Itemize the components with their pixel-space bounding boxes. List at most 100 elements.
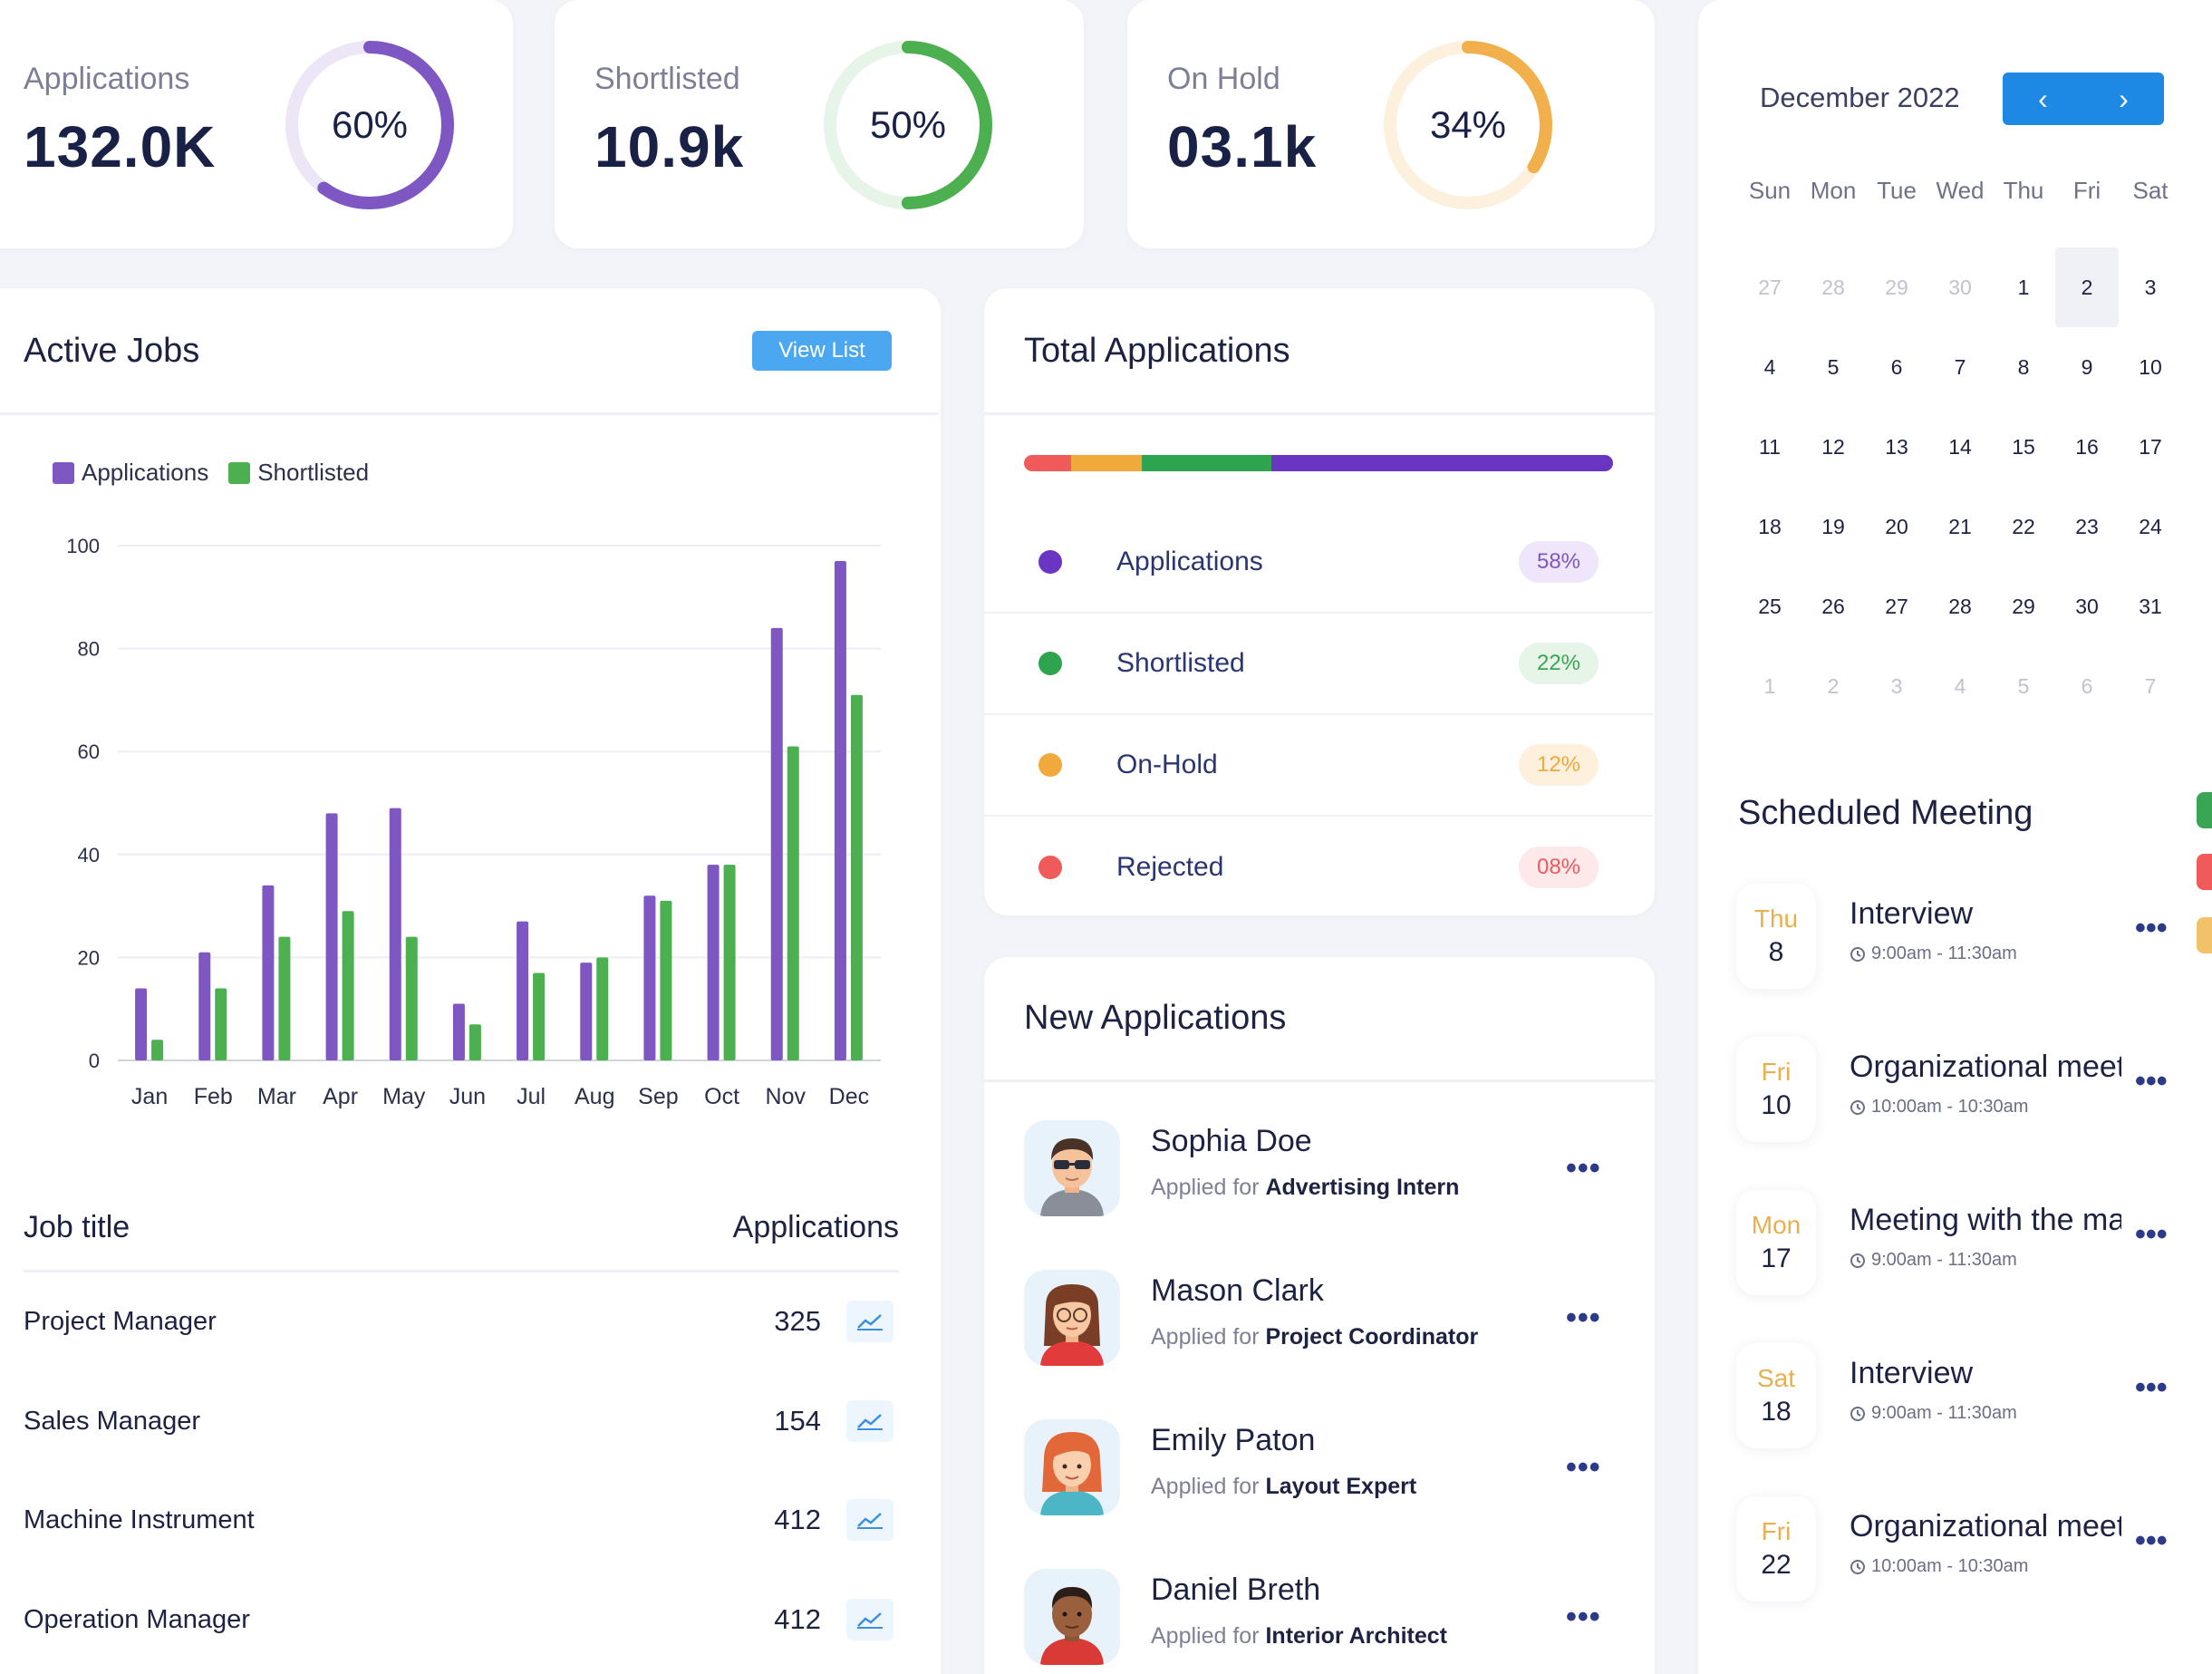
calendar-day[interactable]: 23 xyxy=(2075,514,2099,538)
calendar-day[interactable]: 8 xyxy=(2017,354,2030,379)
more-options-icon[interactable]: ••• xyxy=(2135,1524,2168,1558)
chevron-left-icon[interactable]: ‹ xyxy=(2038,82,2048,115)
calendar-day[interactable]: 29 xyxy=(2012,594,2035,618)
calendar-day[interactable]: 1 xyxy=(1763,673,1776,698)
applicant-name: Sophia Doe xyxy=(1151,1124,1312,1158)
meeting-date-badge: Sat 18 xyxy=(1736,1343,1816,1448)
calendar-day[interactable]: 30 xyxy=(2075,594,2099,618)
more-options-icon[interactable]: ••• xyxy=(1566,1600,1601,1634)
calendar-day[interactable]: 4 xyxy=(1763,354,1776,379)
view-list-button[interactable]: View List xyxy=(752,331,892,371)
calendar-day[interactable]: 18 xyxy=(1758,514,1782,538)
calendar-day[interactable]: 21 xyxy=(1948,514,1972,538)
list-item[interactable]: Applications 58% xyxy=(984,512,1653,614)
table-row[interactable]: Machine Instrument 412 xyxy=(24,1493,893,1547)
calendar-day[interactable]: 26 xyxy=(1821,594,1845,618)
calendar-day[interactable]: 14 xyxy=(1948,434,1972,459)
applicant-item[interactable]: Sophia Doe Applied for Advertising Inter… xyxy=(1024,1120,1613,1238)
bar-shortlisted xyxy=(787,746,799,1060)
calendar-day[interactable]: 28 xyxy=(1821,275,1845,299)
side-tab-red[interactable] xyxy=(2197,854,2212,890)
calendar-day[interactable]: 4 xyxy=(1954,673,1966,698)
calendar-day[interactable]: 19 xyxy=(1821,514,1845,538)
calendar-day[interactable]: 27 xyxy=(1885,594,1908,618)
meeting-item[interactable]: Thu 8 Interview 9:00am - 11:30am ••• xyxy=(1736,884,2189,992)
list-item[interactable]: Shortlisted 22% xyxy=(984,614,1653,715)
table-row[interactable]: Operation Manager 412 xyxy=(24,1592,893,1647)
calendar-day[interactable]: 29 xyxy=(1885,275,1908,299)
calendar-day[interactable]: 25 xyxy=(1758,594,1782,618)
calendar-day[interactable]: 6 xyxy=(1890,354,1903,379)
stat-card-shortlisted: Shortlisted 10.9k 50% xyxy=(555,0,1084,248)
calendar-day[interactable]: 1 xyxy=(2017,275,2030,299)
list-item[interactable]: On-Hold 12% xyxy=(984,715,1653,817)
applicant-item[interactable]: Emily Paton Applied for Layout Expert ••… xyxy=(1024,1419,1613,1537)
weekday-header: Sun xyxy=(1748,176,1792,204)
active-jobs-title: Active Jobs xyxy=(24,332,200,370)
meeting-item[interactable]: Fri 10 Organizational meeting 10:00am - 10:… xyxy=(1736,1037,2189,1146)
calendar-day[interactable]: 11 xyxy=(1759,434,1781,459)
side-tab-yellow[interactable] xyxy=(2197,917,2212,953)
meeting-item[interactable]: Fri 22 Organizational meeting 10:00am - 10:… xyxy=(1736,1496,2189,1605)
side-tab-green[interactable] xyxy=(2197,792,2212,828)
more-options-icon[interactable]: ••• xyxy=(1566,1450,1601,1485)
trend-chart-icon[interactable] xyxy=(846,1599,893,1640)
more-options-icon[interactable]: ••• xyxy=(1566,1301,1601,1335)
calendar-day[interactable]: 20 xyxy=(1885,514,1908,538)
calendar-day[interactable]: 24 xyxy=(2139,514,2162,538)
table-row[interactable]: Project Manager 325 xyxy=(24,1294,893,1349)
meeting-title: Meeting with the manager xyxy=(1850,1203,2121,1237)
calendar-day[interactable]: 3 xyxy=(2144,275,2157,299)
calendar-day[interactable]: 9 xyxy=(2081,354,2093,379)
calendar-day-selected[interactable]: 2 xyxy=(2055,247,2119,327)
calendar-day[interactable]: 13 xyxy=(1885,434,1908,459)
calendar-day[interactable]: 15 xyxy=(2012,434,2035,459)
progress-percent: 60% xyxy=(331,103,409,146)
table-row[interactable]: Sales Manager 154 xyxy=(24,1394,893,1448)
more-options-icon[interactable]: ••• xyxy=(1566,1151,1601,1185)
applicant-item[interactable]: Mason Clark Applied for Project Coordina… xyxy=(1024,1270,1613,1388)
calendar-day[interactable]: 3 xyxy=(1890,673,1903,698)
calendar-day[interactable]: 22 xyxy=(2012,514,2035,538)
calendar-day[interactable]: 7 xyxy=(2144,673,2157,698)
trend-chart-icon[interactable] xyxy=(846,1499,893,1541)
calendar-day[interactable]: 2 xyxy=(1827,673,1840,698)
calendar-day[interactable]: 31 xyxy=(2139,594,2162,618)
calendar-day[interactable]: 28 xyxy=(1948,594,1972,618)
trend-chart-icon[interactable] xyxy=(846,1301,893,1342)
applied-prefix: Applied for xyxy=(1151,1175,1260,1200)
more-options-icon[interactable]: ••• xyxy=(2135,1217,2168,1252)
chart-legend: Applications Shortlisted xyxy=(53,459,369,487)
meeting-item[interactable]: Mon 17 Meeting with the manager 9:00am - 11… xyxy=(1736,1190,2189,1299)
percent-badge: 22% xyxy=(1519,643,1599,684)
meeting-date: 22 xyxy=(1761,1550,1792,1580)
calendar-day[interactable]: 6 xyxy=(2081,673,2093,698)
calendar-day[interactable]: 12 xyxy=(1821,434,1845,459)
bar-applications xyxy=(707,865,720,1060)
more-options-icon[interactable]: ••• xyxy=(2135,1370,2168,1405)
legend-item-applications[interactable]: Applications xyxy=(53,459,208,487)
calendar-day[interactable]: 5 xyxy=(2017,673,2030,698)
calendar-day[interactable]: 27 xyxy=(1758,275,1782,299)
calendar-day[interactable]: 10 xyxy=(2139,354,2162,379)
man-dark-avatar-icon xyxy=(1040,1587,1104,1665)
chevron-right-icon[interactable]: › xyxy=(2119,82,2129,115)
legend-item-shortlisted[interactable]: Shortlisted xyxy=(228,459,369,487)
calendar-day[interactable]: 30 xyxy=(1948,275,1972,299)
breakdown-label: Shortlisted xyxy=(1116,648,1245,678)
calendar-day[interactable]: 5 xyxy=(1827,354,1840,379)
calendar-day[interactable]: 16 xyxy=(2075,434,2099,459)
calendar-day[interactable]: 7 xyxy=(1954,354,1966,379)
list-item[interactable]: Rejected 08% xyxy=(984,817,1653,918)
applicant-item[interactable]: Daniel Breth Applied for Interior Archit… xyxy=(1024,1569,1613,1674)
bar-shortlisted xyxy=(723,865,736,1060)
calendar-day[interactable]: 17 xyxy=(2139,434,2162,459)
meeting-weekday: Sat xyxy=(1756,1364,1796,1392)
clock-icon xyxy=(1850,946,1865,962)
more-options-icon[interactable]: ••• xyxy=(2135,1064,2168,1098)
trend-chart-icon[interactable] xyxy=(846,1400,893,1442)
stat-label: On Hold xyxy=(1167,62,1280,96)
meeting-item[interactable]: Sat 18 Interview 9:00am - 11:30am ••• xyxy=(1736,1343,2189,1452)
applicant-name: Daniel Breth xyxy=(1151,1572,1321,1607)
more-options-icon[interactable]: ••• xyxy=(2135,911,2168,945)
